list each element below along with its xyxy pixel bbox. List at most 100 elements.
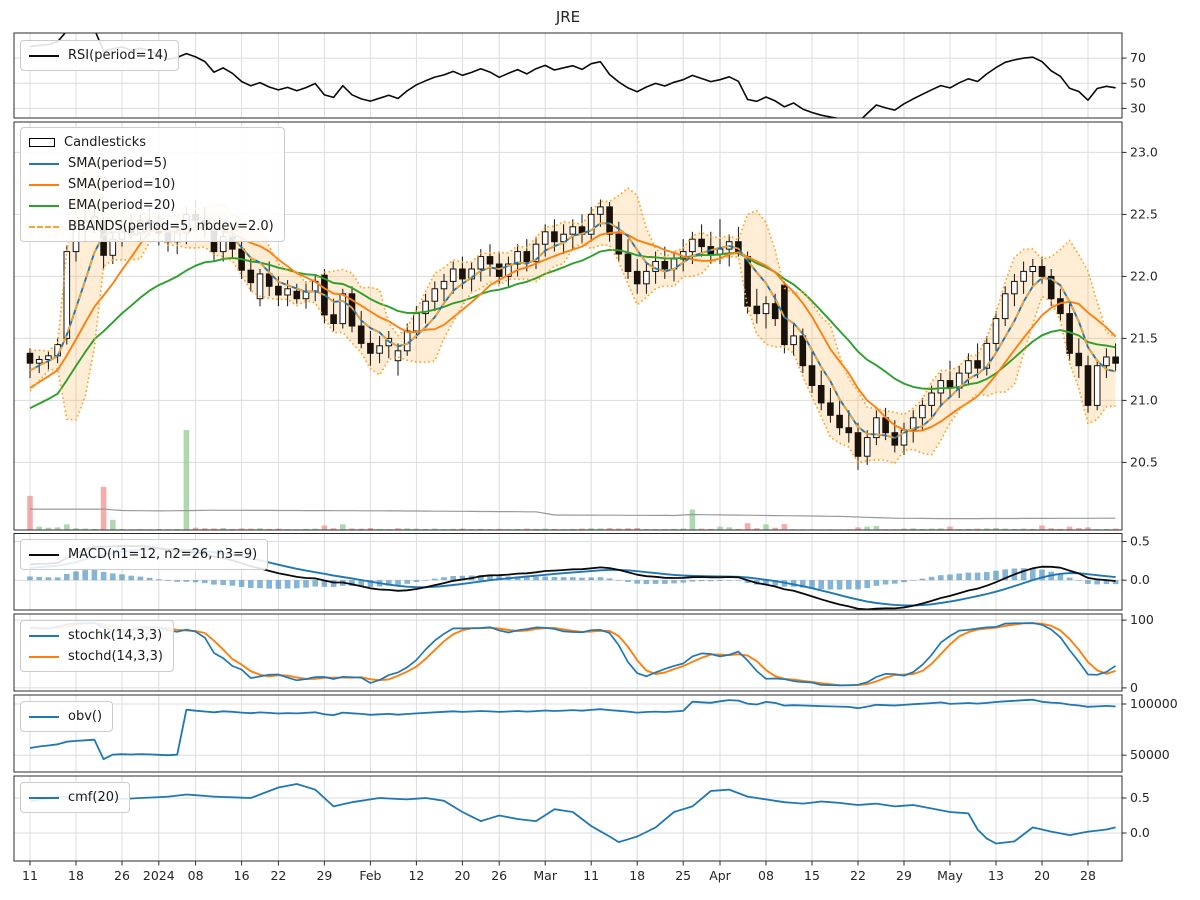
volume-bar: [349, 528, 355, 530]
macd-hist-bar: [919, 578, 926, 581]
macd-hist-bar: [229, 580, 236, 586]
volume-bar: [855, 527, 861, 530]
volume-bar: [211, 528, 217, 530]
macd-hist-bar: [294, 580, 300, 589]
candle-body: [817, 385, 825, 404]
panel-borders: [13, 32, 1123, 862]
volume-bar: [708, 528, 714, 530]
volume-bar: [248, 528, 254, 530]
x-tick-label: 2024: [143, 868, 175, 883]
candle-body: [367, 342, 374, 354]
volume-bar: [671, 528, 677, 530]
x-tick-label: 22: [850, 868, 866, 883]
macd-hist-bar: [846, 580, 852, 590]
volume-bar: [1011, 528, 1018, 530]
macd-hist-bar: [892, 580, 898, 584]
candle-body: [615, 233, 623, 255]
volume-bar: [744, 523, 751, 530]
candle-body: [790, 335, 797, 346]
macd-hist-bar: [597, 577, 604, 581]
candle-body: [689, 238, 696, 253]
macd-hist-bar: [358, 580, 364, 587]
x-tick-label: Mar: [533, 868, 557, 883]
volume-bar: [376, 528, 383, 530]
macd-hist-bar: [533, 576, 539, 581]
candle-body: [330, 314, 337, 324]
volume-bar: [1039, 525, 1045, 530]
volume-bar: [395, 528, 401, 530]
y-tick-label: 23.0: [1130, 144, 1158, 159]
macd-hist-bar: [422, 580, 429, 581]
candle-body: [854, 432, 862, 457]
volume-bar: [919, 528, 926, 530]
candle-body: [1038, 266, 1046, 277]
panel-border-price: [13, 121, 1123, 531]
legend-obv: obv(): [20, 701, 114, 732]
x-tick-label: 26: [491, 868, 507, 883]
y-tick-label: 0.5: [1130, 790, 1150, 805]
volume-bar: [965, 528, 972, 530]
macd-hist-bar: [100, 572, 107, 581]
macd-hist-bar: [386, 580, 392, 586]
legend-label: stochd(14,3,3): [68, 649, 163, 664]
macd-hist-bar: [156, 579, 162, 581]
candle-body: [35, 359, 43, 364]
macd-hist-bar: [349, 580, 355, 586]
candle-body: [1112, 356, 1119, 364]
volume-bar: [64, 524, 70, 530]
x-tick-label: Apr: [709, 868, 731, 883]
macd-hist-bar: [717, 580, 723, 581]
y-tick-label: 22.0: [1130, 268, 1158, 283]
macd-hist-bar: [800, 580, 806, 588]
macd-hist-bar: [634, 580, 640, 584]
volume-bar: [478, 528, 484, 530]
candle-body: [661, 261, 669, 270]
legend-item: obv(): [29, 706, 102, 727]
macd-hist-bar: [763, 580, 769, 585]
macd-hist-bar: [119, 574, 125, 581]
y-tick-label: 0: [1130, 680, 1138, 695]
volume-bar: [459, 528, 466, 530]
candle-body: [753, 305, 761, 315]
legend-item: stochd(14,3,3): [29, 646, 163, 667]
macd-hist-bar: [588, 577, 594, 581]
volume-bar: [202, 528, 208, 530]
macd-hist-bar: [413, 580, 420, 582]
macd-hist-bar: [146, 577, 153, 581]
panel-border-cmf: [13, 775, 1123, 862]
macd-hist-bar: [616, 580, 622, 581]
volume-bar: [100, 486, 107, 530]
volume-bar: [717, 526, 723, 530]
macd-hist-bar: [836, 580, 843, 590]
volume-bar: [698, 528, 705, 530]
macd-hist-bar: [542, 576, 548, 581]
candle-body: [698, 238, 705, 248]
candle-body: [928, 392, 935, 406]
volume-bar: [110, 519, 116, 530]
macd-hist-bar: [238, 580, 245, 587]
bbands-upper-line: [30, 156, 1116, 416]
x-tick-label: 11: [583, 868, 599, 883]
candle-body: [348, 293, 356, 327]
macd-hist-bar: [689, 580, 696, 582]
y-tick-label: 22.5: [1130, 206, 1158, 221]
volume-bar: [54, 527, 61, 530]
volume-bar: [496, 528, 502, 530]
macd-line-sample-icon: [29, 553, 59, 556]
volume-bar: [1085, 527, 1091, 530]
y-tick-label: 20.5: [1130, 454, 1158, 469]
volume-bar: [1002, 528, 1008, 530]
volume-bar: [616, 528, 622, 530]
candle-body: [762, 303, 770, 315]
candle-body: [569, 226, 577, 235]
macd-hist-bar: [432, 578, 438, 581]
candle-body: [431, 288, 439, 302]
bbands-lower-line: [29, 236, 1116, 465]
candle-body: [891, 432, 899, 446]
volume-bar: [450, 528, 456, 530]
candle-body: [45, 355, 52, 360]
macd-hist-bar: [993, 570, 999, 581]
candle-body: [394, 350, 402, 362]
macd-hist-bar: [110, 573, 116, 581]
candle-body: [357, 325, 365, 344]
